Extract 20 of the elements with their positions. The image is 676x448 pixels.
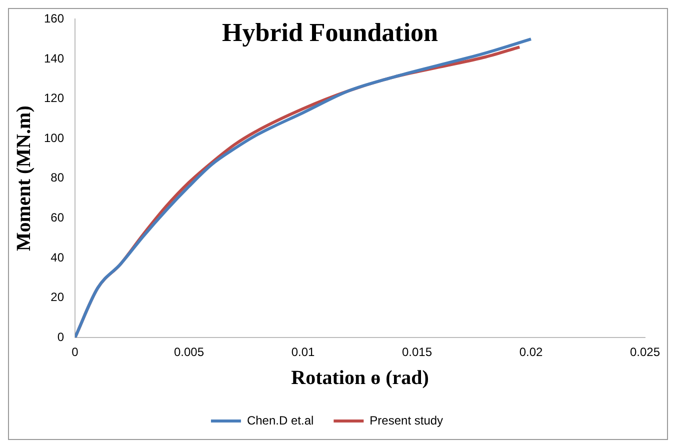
y-tick-label: 0 xyxy=(57,330,64,344)
y-tick-label: 20 xyxy=(50,290,64,304)
x-tick-label: 0.02 xyxy=(519,345,544,360)
x-tick-label: 0.01 xyxy=(291,345,316,360)
y-tick-label: 140 xyxy=(44,51,64,66)
y-tick-label: 120 xyxy=(44,91,64,106)
y-axis-title: Moment (MN.m) xyxy=(13,106,36,252)
y-tick-label: 40 xyxy=(50,250,64,264)
y-tick-label: 60 xyxy=(50,210,64,225)
legend-label: Chen.D et.al xyxy=(246,413,314,428)
x-tick-label: 0.015 xyxy=(402,345,432,360)
x-tick-label: 0.025 xyxy=(630,345,660,360)
legend-label: Present study xyxy=(370,413,444,428)
y-tick-label: 100 xyxy=(44,130,64,145)
y-tick-label: 160 xyxy=(44,12,64,26)
x-tick-label: 0.005 xyxy=(174,345,204,360)
x-axis-title: Rotation ɵ (rad) xyxy=(291,367,429,390)
x-tick-label: 0 xyxy=(72,345,79,360)
y-tick-label: 80 xyxy=(50,170,64,185)
chart-title: Hybrid Foundation xyxy=(222,18,439,47)
